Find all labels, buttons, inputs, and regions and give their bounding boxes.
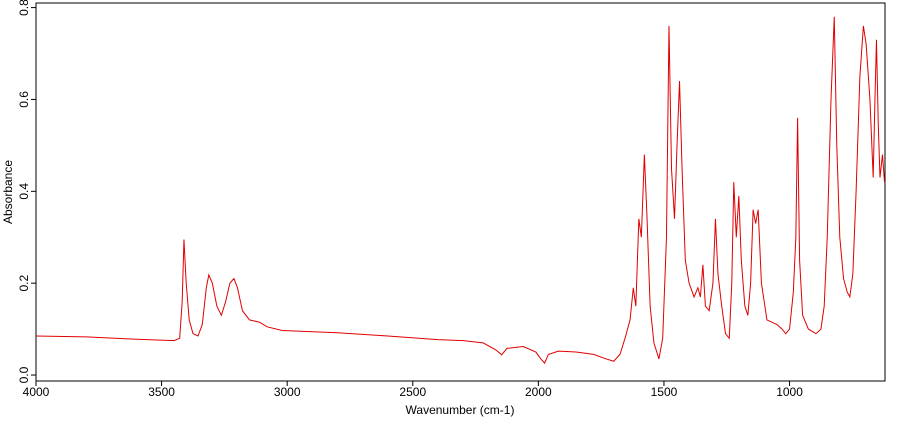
x-tick-label: 4000: [23, 385, 50, 399]
y-axis-label: Absorbance: [1, 160, 15, 224]
x-tick-label: 2000: [525, 385, 552, 399]
y-tick-label: 0.4: [17, 183, 31, 200]
y-tick-label: 0.0: [17, 366, 31, 383]
y-tick-label: 0.8: [17, 0, 31, 16]
x-tick-label: 1000: [776, 385, 803, 399]
y-tick-label: 0.2: [17, 275, 31, 292]
y-tick-label: 0.6: [17, 91, 31, 108]
x-axis-label: Wavenumber (cm-1): [406, 403, 515, 417]
spectrum-line: [35, 16, 885, 365]
plot-frame: [35, 2, 886, 382]
x-tick-label: 3500: [148, 385, 175, 399]
x-tick-label: 1500: [651, 385, 678, 399]
x-tick-label: 3000: [274, 385, 301, 399]
x-tick-label: 2500: [399, 385, 426, 399]
